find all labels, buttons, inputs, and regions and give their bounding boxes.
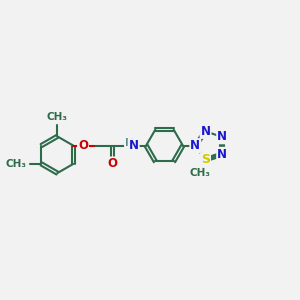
Text: S: S	[201, 153, 210, 166]
Text: N: N	[190, 139, 200, 152]
Text: N: N	[217, 148, 227, 161]
Text: O: O	[107, 158, 117, 170]
Text: CH₃: CH₃	[190, 168, 211, 178]
Text: N: N	[217, 130, 227, 143]
Text: N: N	[200, 125, 211, 138]
Text: CH₃: CH₃	[5, 159, 26, 169]
Text: O: O	[78, 139, 88, 152]
Text: N: N	[129, 139, 139, 152]
Text: H: H	[125, 138, 134, 148]
Text: CH₃: CH₃	[47, 112, 68, 122]
